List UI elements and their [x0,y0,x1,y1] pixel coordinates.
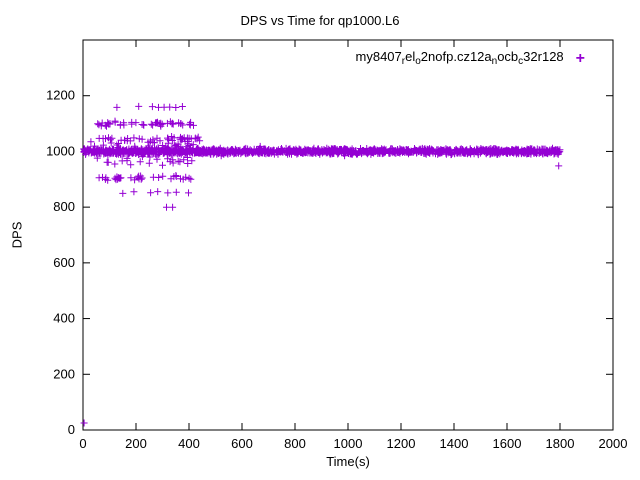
y-tick-label: 400 [53,311,75,326]
y-tick-label: 800 [53,199,75,214]
y-axis-label: DPS [9,221,25,249]
x-tick-label: 1800 [546,436,575,451]
data-points [80,102,564,427]
y-tick-label: 200 [53,366,75,381]
legend-label-segment: 2nofp.cz12a [420,49,492,64]
y-tick-label: 600 [53,255,75,270]
legend-label-segment: 32r128 [523,49,564,64]
x-axis-label: Time(s) [326,454,370,469]
chart-title: DPS vs Time for qp1000.L6 [240,13,400,28]
x-tick-label: 1600 [493,436,522,451]
x-tick-label: 1400 [440,436,469,451]
x-tick-label: 800 [284,436,306,451]
x-tick-label: 1200 [387,436,416,451]
plot-border [82,39,614,431]
y-tick-label: 1000 [46,143,75,158]
legend-label-segment: el [405,49,416,64]
legend-label-segment: ocb [497,49,519,64]
x-tick-label: 0 [79,436,86,451]
legend-label-segment: my8407 [355,49,402,64]
legend-label-subscript: o [415,56,421,67]
x-tick-label: 600 [231,436,253,451]
legend-label-subscript: c [518,56,524,67]
x-tick-label: 1000 [334,436,363,451]
x-tick-label: 2000 [599,436,628,451]
legend: my8407relo2nofp.cz12anocbc32r128 + [356,49,585,67]
y-tick-label: 0 [68,422,75,437]
legend-label-subscript: n [491,56,498,67]
x-tick-label: 200 [125,436,147,451]
x-tick-label: 400 [178,436,200,451]
legend-label-subscript: r [401,56,406,67]
legend-label: my8407relo2nofp.cz12anocbc32r128 [356,49,564,67]
legend-marker-plus-icon: + [575,49,585,67]
y-tick-label: 1200 [46,88,75,103]
